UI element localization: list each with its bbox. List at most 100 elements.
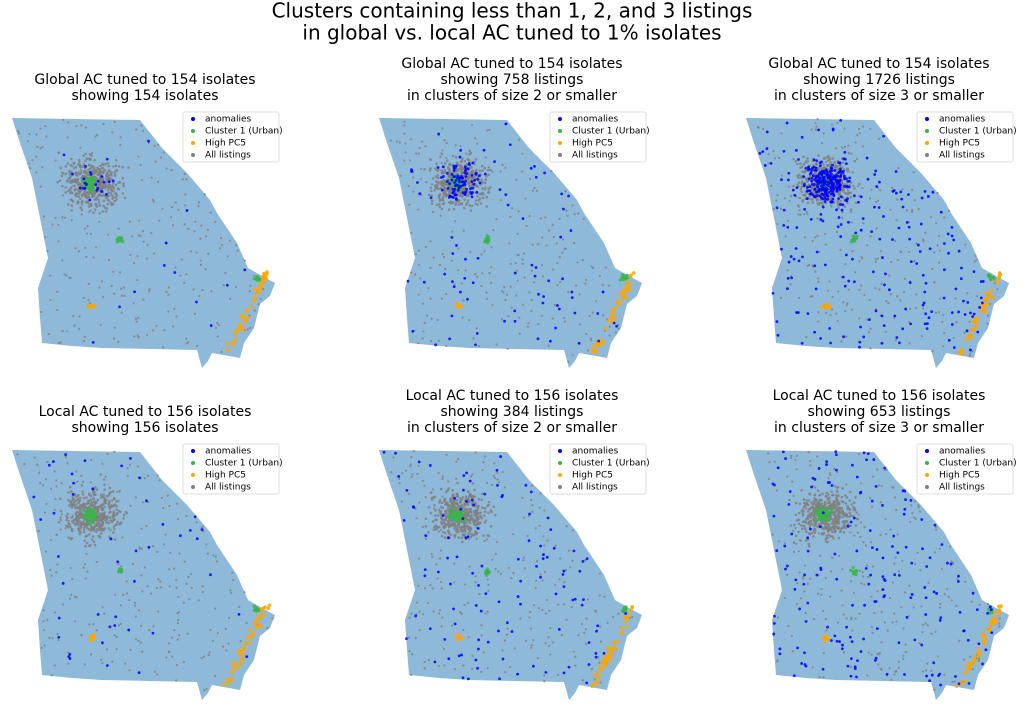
point — [539, 573, 542, 576]
point — [969, 311, 972, 315]
point — [217, 323, 220, 327]
point — [216, 335, 219, 338]
point — [806, 159, 810, 163]
point — [841, 203, 845, 207]
point — [102, 493, 106, 497]
point — [63, 273, 66, 276]
point — [183, 281, 186, 284]
point — [88, 198, 92, 202]
point — [243, 641, 248, 646]
point — [102, 512, 106, 516]
point — [57, 341, 60, 345]
point — [203, 193, 206, 196]
point — [877, 137, 880, 141]
point — [446, 186, 450, 190]
point — [129, 648, 132, 651]
point — [598, 661, 601, 664]
point — [86, 201, 90, 205]
point — [986, 296, 990, 300]
point — [525, 224, 528, 228]
point — [539, 217, 542, 220]
point — [406, 279, 410, 283]
legend-label: anomalies — [205, 447, 252, 457]
point — [521, 303, 524, 306]
point — [837, 197, 840, 200]
point — [461, 191, 465, 195]
point — [56, 632, 59, 635]
point — [982, 307, 987, 312]
point — [136, 278, 139, 282]
point — [496, 540, 499, 544]
point — [187, 575, 190, 579]
point — [952, 346, 956, 349]
point — [507, 566, 510, 569]
point — [109, 172, 113, 175]
point — [564, 247, 567, 250]
point — [528, 291, 531, 294]
point — [112, 190, 115, 193]
point — [99, 493, 103, 497]
point — [560, 192, 564, 196]
point — [870, 188, 873, 191]
point — [420, 167, 423, 171]
point — [459, 148, 463, 152]
point — [817, 154, 820, 157]
point — [147, 289, 151, 293]
point — [619, 631, 624, 636]
point — [441, 127, 444, 130]
point — [225, 677, 229, 682]
point — [113, 518, 116, 521]
point — [61, 216, 64, 219]
point — [810, 179, 814, 183]
point — [222, 283, 225, 287]
point — [441, 196, 445, 199]
point — [858, 131, 861, 135]
point — [472, 523, 476, 526]
point — [875, 185, 879, 188]
point — [226, 255, 229, 258]
point — [459, 507, 463, 511]
point — [97, 198, 100, 202]
point — [137, 639, 140, 643]
point — [825, 311, 828, 315]
point — [84, 152, 87, 156]
point — [411, 329, 415, 333]
point — [66, 162, 70, 165]
point — [417, 584, 420, 587]
point — [826, 303, 831, 308]
point — [907, 225, 911, 229]
point — [86, 191, 89, 194]
point — [475, 523, 479, 526]
point — [861, 217, 865, 220]
point — [114, 164, 118, 168]
point — [874, 169, 878, 173]
point — [578, 293, 581, 296]
point — [70, 204, 74, 207]
point — [534, 175, 538, 179]
point — [450, 195, 454, 199]
point — [112, 270, 115, 273]
point — [107, 182, 111, 186]
point — [602, 314, 605, 317]
point — [456, 503, 460, 507]
point — [600, 339, 605, 343]
point — [791, 188, 795, 192]
point — [762, 127, 765, 130]
point — [431, 555, 434, 559]
point — [811, 190, 815, 193]
point — [416, 601, 419, 604]
point — [237, 613, 241, 616]
point — [849, 208, 853, 212]
point — [253, 309, 256, 312]
point — [577, 634, 580, 637]
point — [823, 200, 827, 203]
point — [839, 195, 843, 199]
point — [115, 635, 118, 639]
point — [871, 270, 875, 274]
point — [921, 273, 925, 277]
point — [435, 162, 438, 166]
point — [478, 181, 482, 185]
point — [585, 332, 588, 336]
point — [824, 191, 827, 195]
point — [537, 243, 540, 246]
